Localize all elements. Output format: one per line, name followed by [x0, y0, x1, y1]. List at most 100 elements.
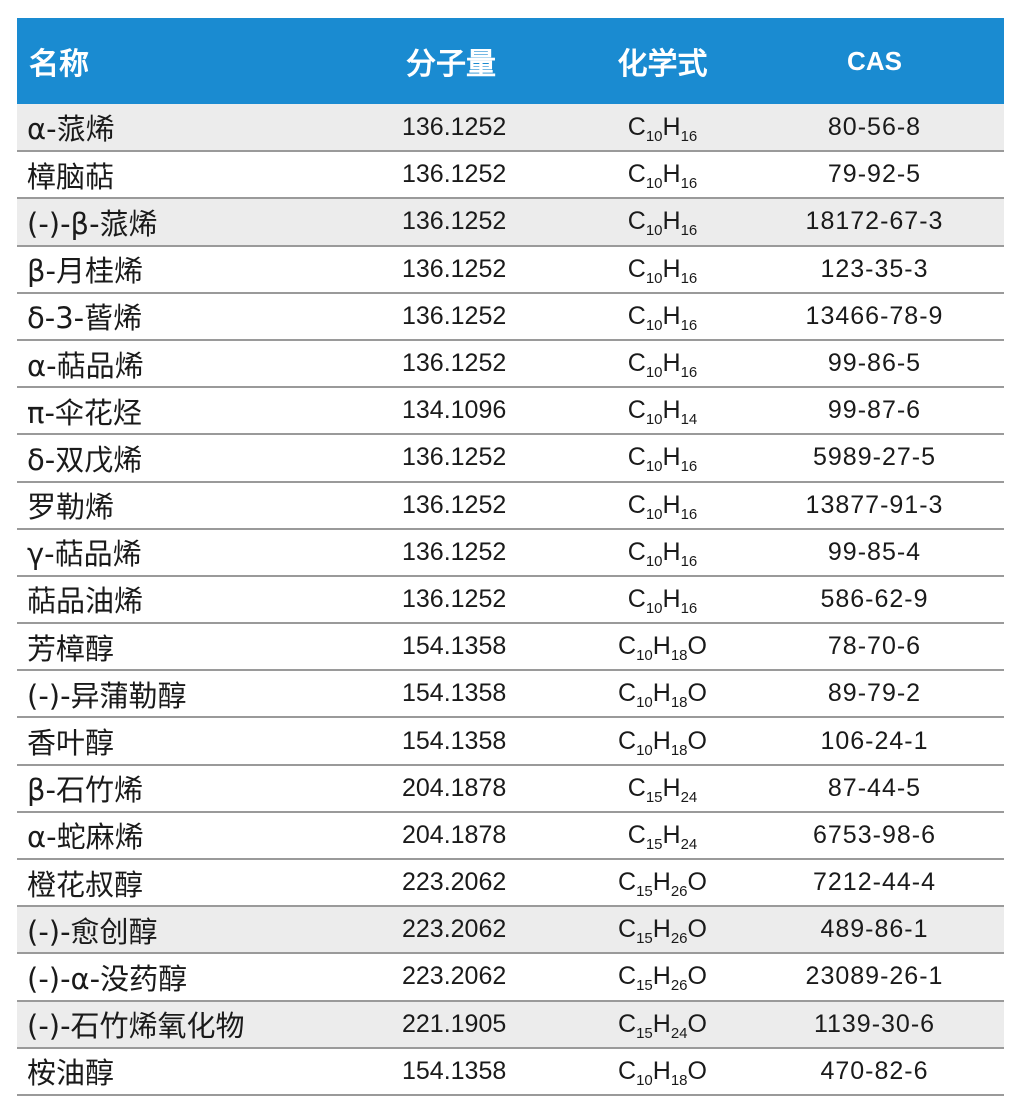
table-row: 芳樟醇 154.1358 C10H18O 78-70-6 [17, 623, 1004, 672]
formula-element: O [687, 1009, 707, 1038]
table-row: β-石竹烯 204.1878 C15H24 87-44-5 [17, 764, 1004, 813]
cas-number-cell: 489-86-1 [745, 906, 1004, 955]
table-row: γ-萜品烯 136.1252 C10H16 99-85-4 [17, 528, 1004, 577]
formula-element: H [662, 537, 681, 566]
cas-number-cell: 99-87-6 [745, 387, 1004, 436]
formula-element: O [687, 679, 707, 708]
formula-subscript: 18 [670, 741, 688, 759]
formula-cell: C15H26O [580, 953, 745, 1002]
header-row: 名称 分子量 化学式 CAS [17, 18, 1004, 104]
formula-cell: C10H16 [580, 292, 745, 341]
formula-element: C [627, 443, 646, 472]
compound-name-cell: π-伞花烃 [17, 387, 364, 436]
compound-name-cell: β-石竹烯 [17, 764, 364, 813]
formula-subscript: 15 [636, 930, 653, 948]
molecular-weight-cell: 154.1358 [364, 717, 580, 766]
formula-subscript: 16 [680, 364, 698, 382]
formula-element: C [627, 301, 646, 330]
cas-number-cell: 23089-26-1 [745, 953, 1004, 1002]
formula-subscript: 10 [636, 647, 653, 665]
formula-subscript: 10 [645, 505, 663, 523]
formula-element: C [627, 112, 646, 141]
compound-name-cell: (-)-石竹烯氧化物 [17, 1000, 364, 1049]
molecular-weight-cell: 154.1358 [364, 623, 580, 672]
formula-element: O [687, 726, 707, 755]
table-row: (-)-α-没药醇 223.2062 C15H26O 23089-26-1 [17, 953, 1004, 1002]
formula-subscript: 10 [645, 175, 663, 193]
compound-name-cell: α-萜品烯 [17, 339, 364, 389]
formula-element: H [662, 443, 681, 472]
compound-name-cell: 罗勒烯 [17, 481, 364, 530]
formula-cell: C10H16 [580, 198, 745, 247]
formula-subscript: 16 [680, 458, 698, 476]
formula-subscript: 26 [670, 930, 688, 948]
molecular-weight-cell: 223.2062 [364, 906, 580, 955]
formula-element: H [652, 915, 671, 944]
cas-number-cell: 89-79-2 [745, 670, 1004, 719]
cas-number-cell: 6753-98-6 [745, 811, 1004, 861]
table-row: α-蛇麻烯 204.1878 C15H24 6753-98-6 [17, 811, 1004, 861]
formula-element: H [662, 820, 681, 849]
cas-number-cell: 18172-67-3 [745, 198, 1004, 247]
molecular-weight-cell: 154.1358 [364, 1047, 580, 1096]
table-row: (-)-异蒲勒醇 154.1358 C10H18O 89-79-2 [17, 670, 1004, 719]
cas-number-cell: 80-56-8 [745, 104, 1004, 153]
table-row: δ-3-蒈烯 136.1252 C10H16 13466-78-9 [17, 292, 1004, 341]
cas-number-cell: 1139-30-6 [745, 1000, 1004, 1049]
formula-subscript: 15 [645, 835, 663, 853]
formula-subscript: 15 [636, 977, 653, 995]
formula-element: H [652, 1009, 671, 1038]
formula-subscript: 10 [636, 694, 653, 712]
formula-element: H [662, 301, 681, 330]
molecular-weight-cell: 223.2062 [364, 953, 580, 1002]
cas-number-cell: 5989-27-5 [745, 434, 1004, 483]
formula-subscript: 16 [680, 222, 698, 240]
formula-element: C [627, 820, 646, 849]
formula-element: C [627, 160, 646, 189]
formula-subscript: 10 [645, 552, 663, 570]
cas-number-cell: 87-44-5 [745, 764, 1004, 813]
molecular-weight-cell: 136.1252 [364, 481, 580, 530]
header-formula: 化学式 [617, 47, 708, 82]
cas-number-cell: 586-62-9 [745, 575, 1004, 625]
formula-element: H [662, 773, 681, 802]
formula-subscript: 18 [670, 647, 688, 665]
table-row: (-)-石竹烯氧化物 221.1905 C15H24O 1139-30-6 [17, 1000, 1004, 1049]
formula-cell: C10H16 [580, 528, 745, 577]
molecular-weight-cell: 136.1252 [364, 151, 580, 200]
formula-element: H [662, 584, 681, 613]
formula-element: O [687, 1056, 707, 1085]
formula-subscript: 26 [670, 883, 688, 901]
header-cas: CAS [847, 45, 902, 76]
formula-subscript: 10 [645, 269, 663, 287]
formula-element: H [652, 726, 671, 755]
formula-element: C [627, 207, 646, 236]
compound-name-cell: β-月桂烯 [17, 245, 364, 294]
formula-subscript: 15 [636, 1024, 653, 1042]
compound-name-cell: 樟脑萜 [17, 151, 364, 200]
formula-subscript: 16 [680, 127, 698, 145]
cas-number-cell: 106-24-1 [745, 717, 1004, 766]
table-row: β-月桂烯 136.1252 C10H16 123-35-3 [17, 245, 1004, 294]
formula-cell: C10H16 [580, 434, 745, 483]
formula-subscript: 16 [680, 269, 698, 287]
compound-name-cell: (-)-α-没药醇 [17, 953, 364, 1002]
formula-subscript: 26 [670, 977, 688, 995]
molecular-weight-cell: 136.1252 [364, 339, 580, 389]
compound-name-cell: 桉油醇 [17, 1047, 364, 1096]
formula-element: H [652, 679, 671, 708]
formula-cell: C15H24 [580, 811, 745, 861]
cas-number-cell: 7212-44-4 [745, 859, 1004, 908]
formula-subscript: 10 [645, 364, 663, 382]
formula-element: H [662, 207, 681, 236]
compound-name-cell: δ-3-蒈烯 [17, 292, 364, 341]
formula-element: H [652, 962, 671, 991]
formula-subscript: 24 [680, 835, 698, 853]
formula-element: H [662, 396, 681, 425]
formula-subscript: 10 [645, 411, 663, 429]
formula-cell: C15H24O [580, 1000, 745, 1049]
header-molecular-weight: 分子量 [406, 47, 496, 82]
formula-element: H [662, 254, 681, 283]
formula-element: C [618, 1009, 637, 1038]
molecular-weight-cell: 136.1252 [364, 434, 580, 483]
